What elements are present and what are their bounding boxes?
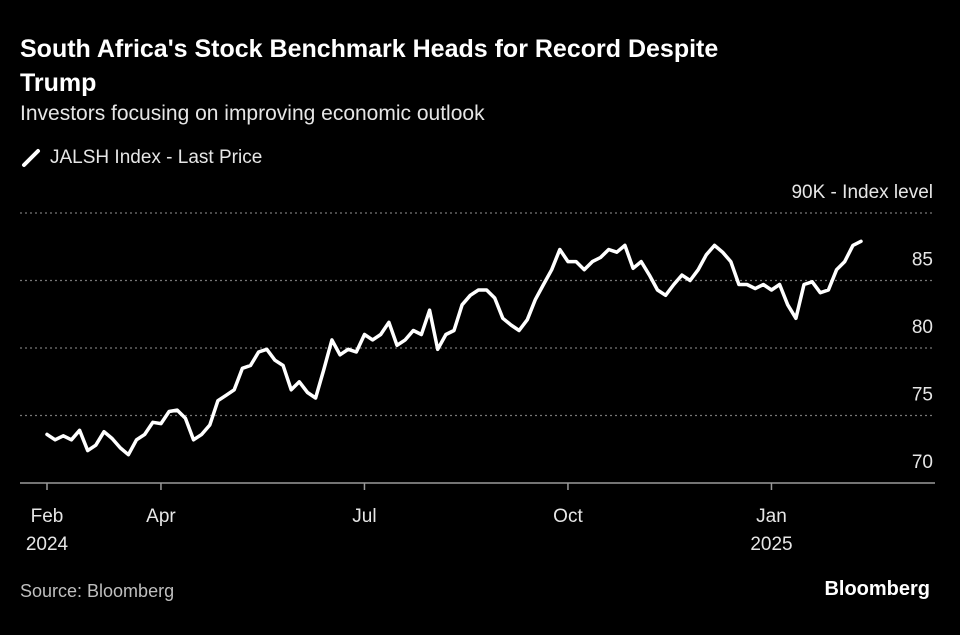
y-tick-label: 75 (912, 385, 933, 406)
x-tick-label: Feb (31, 506, 64, 527)
x-tick-label: Oct (553, 506, 583, 527)
x-tick-label: Apr (146, 506, 176, 527)
x-tick-label: Jan (756, 506, 787, 527)
y-tick-label: 90K - Index level (791, 182, 933, 203)
y-tick-label: 70 (912, 452, 933, 473)
chart-title: South Africa's Stock Benchmark Heads for… (20, 35, 718, 97)
legend-label: JALSH Index - Last Price (50, 147, 262, 168)
chart-subtitle: Investors focusing on improving economic… (20, 102, 485, 125)
source: Source: Bloomberg (20, 581, 174, 601)
x-tick-year: 2024 (26, 534, 69, 555)
line-series (45, 239, 863, 457)
y-tick-label: 80 (912, 317, 933, 338)
brand: Bloomberg (824, 578, 930, 600)
x-tick-label: Jul (352, 506, 376, 527)
y-tick-label: 85 (912, 250, 933, 271)
x-tick-year: 2025 (750, 534, 792, 555)
legend-swatch (22, 149, 40, 167)
